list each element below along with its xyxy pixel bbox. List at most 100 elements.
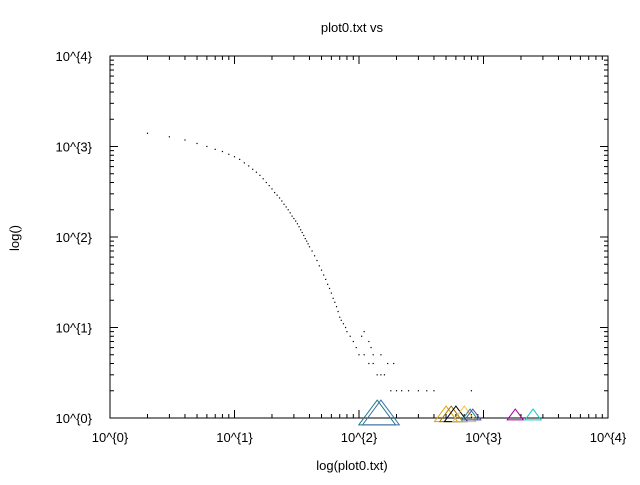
data-point	[278, 197, 281, 199]
data-point	[308, 246, 311, 248]
data-point	[407, 390, 410, 392]
data-point	[233, 156, 236, 158]
data-point	[146, 132, 149, 134]
data-point	[196, 142, 198, 145]
data-point	[306, 240, 308, 242]
data-point	[380, 374, 382, 376]
x-axis-label: log(plot0.txt)	[316, 458, 388, 473]
data-point	[320, 269, 323, 271]
data-point	[372, 354, 374, 356]
x-tick-label: 10^{4}	[590, 430, 627, 445]
y-tick-label: 10^{3}	[56, 140, 93, 155]
triangle-marker	[524, 408, 543, 421]
data-point	[328, 287, 331, 290]
data-point	[332, 297, 334, 299]
data-point	[316, 259, 318, 262]
x-tick-label: 10^{1}	[216, 430, 253, 445]
data-point	[289, 212, 291, 214]
data-point	[285, 206, 287, 208]
data-point	[287, 209, 289, 211]
triangle-marker	[451, 405, 477, 423]
data-point	[327, 283, 329, 285]
data-point	[318, 265, 320, 267]
y-tick-label: 10^{2}	[56, 230, 93, 245]
data-point	[248, 165, 250, 167]
data-point	[325, 278, 327, 281]
data-point	[370, 346, 372, 349]
data-point	[372, 362, 374, 365]
data-point	[300, 229, 302, 231]
data-point	[339, 316, 341, 318]
data-point	[361, 335, 363, 337]
data-point	[262, 178, 264, 180]
data-point	[376, 374, 378, 376]
y-tick-label: 10^{1}	[56, 321, 93, 336]
data-point	[239, 158, 241, 161]
data-point	[335, 306, 338, 308]
data-point	[296, 223, 298, 225]
x-tick-label: 10^{3}	[465, 430, 502, 445]
data-point	[283, 203, 285, 205]
data-point	[259, 174, 261, 176]
data-point	[426, 390, 428, 392]
data-point	[304, 238, 306, 240]
data-point	[168, 136, 171, 138]
data-point	[390, 390, 392, 392]
data-point	[349, 335, 351, 337]
data-point	[352, 340, 354, 343]
triangle-marker	[463, 408, 482, 421]
axes: 10^{0} 10^{1} 10^{2} 10^{3} 10^{4} 10^{0} 10^{…	[56, 49, 627, 445]
data-point	[340, 319, 342, 321]
data-point	[298, 226, 300, 228]
chart-title: plot0.txt vs	[321, 20, 384, 35]
data-point	[380, 354, 382, 356]
data-point	[281, 200, 283, 202]
data-point	[307, 243, 309, 245]
data-point	[344, 326, 347, 329]
data-point	[355, 346, 357, 349]
data-point	[214, 148, 216, 150]
data-point	[252, 168, 254, 170]
data-point	[368, 362, 370, 365]
data-point	[293, 217, 295, 220]
x-tick-label: 10^{2}	[341, 430, 378, 445]
data-point	[395, 390, 398, 392]
y-tick-label: 10^{0}	[56, 411, 93, 426]
data-point	[311, 250, 313, 252]
data-point	[314, 255, 316, 257]
data-point	[291, 215, 293, 217]
data-point	[387, 362, 389, 365]
data-point	[401, 390, 403, 392]
triangle-marker	[361, 399, 401, 426]
data-point	[255, 171, 258, 173]
data-point	[265, 181, 267, 184]
data-point	[206, 145, 208, 148]
data-point	[330, 292, 332, 294]
y-tick-label: 10^{4}	[56, 49, 93, 64]
data-point	[334, 301, 336, 303]
data-point	[337, 310, 339, 313]
data-point	[323, 274, 325, 276]
data-point	[243, 162, 245, 164]
data-point	[274, 191, 276, 194]
data-point	[346, 331, 348, 333]
data-point	[417, 390, 420, 392]
data-point	[271, 188, 273, 190]
data-marks	[146, 132, 543, 426]
data-point	[228, 153, 230, 155]
x-tick-label: 10^{0}	[92, 430, 129, 445]
data-point	[383, 374, 386, 376]
data-point	[342, 323, 345, 325]
data-point	[301, 231, 303, 234]
data-point	[268, 184, 270, 187]
data-point	[368, 340, 370, 343]
data-point	[276, 194, 278, 196]
y-axis-label: log()	[7, 225, 22, 251]
data-point	[363, 331, 365, 333]
triangle-marker	[506, 408, 525, 421]
data-point	[470, 390, 473, 392]
data-point	[363, 354, 365, 356]
data-point	[433, 390, 435, 392]
